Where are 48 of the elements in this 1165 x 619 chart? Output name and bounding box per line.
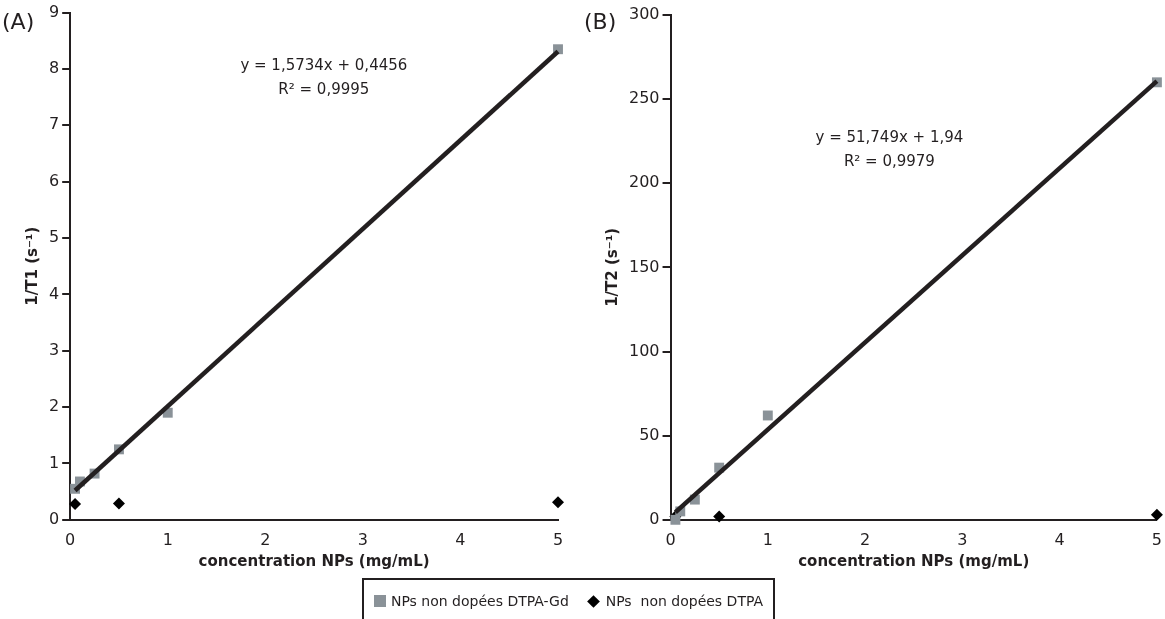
chart-title: (B) [584,8,617,34]
annotation: R² = 0,9979 [843,152,935,171]
y-tick-label: 150 [628,256,660,276]
y-tick-label: 250 [628,88,660,108]
x-tick-label: 2 [859,529,871,549]
x-tick-label: 5 [552,529,564,549]
y-tick-label: 4 [48,283,60,303]
point [1150,508,1163,521]
x-tick-label: 2 [260,529,271,549]
x-tick-label: 3 [357,529,368,549]
y-tick-label: 8 [48,58,60,78]
x-axis-title: concentration NPs (mg/mL) [798,551,1030,570]
x-tick-label: 0 [65,529,76,549]
y-tick-label: 200 [628,172,660,192]
annotation: R² = 0,9995 [278,79,370,98]
y-tick-label: 7 [48,114,60,134]
x-axis-title: concentration NPs (mg/mL) [198,551,430,570]
x-tick-label: 4 [455,529,466,549]
point [713,510,726,523]
y-tick-label: 3 [48,339,60,359]
annotation: y = 51,749x + 1,94 [815,128,964,147]
y-tick-label: 50 [639,424,660,444]
x-tick-label: 1 [162,529,173,549]
x-tick-label: 3 [957,529,968,549]
y-tick-label: 1 [48,452,60,472]
y-tick-label: 6 [48,170,60,190]
x-tick-label: 1 [762,529,773,549]
y-tick-label: 0 [649,508,660,528]
point [69,498,82,511]
x-tick-label: 5 [1151,529,1162,549]
x-tick-label: 0 [665,529,676,549]
y-tick-label: 9 [48,1,60,21]
point [670,514,681,525]
legend-label: NPs non dopées DTPA-Gd [390,593,569,609]
point [112,497,125,510]
y-tick-label: 5 [48,227,60,247]
y-axis-title: 1/T1 (s⁻¹) [22,226,41,306]
y-tick-label: 2 [48,396,60,416]
y-tick-label: 100 [628,340,660,360]
y-tick-label: 0 [48,508,60,528]
x-tick-label: 4 [1054,529,1065,549]
chart-title: (A) [2,8,35,34]
y-tick-label: 300 [628,4,660,24]
annotation: y = 1,5734x + 0,4456 [240,55,408,74]
point [552,496,564,509]
legend-label: NPs non dopées DTPA [605,593,764,609]
point [762,410,773,421]
y-axis-title: 1/T2 (s⁻¹) [602,227,621,307]
